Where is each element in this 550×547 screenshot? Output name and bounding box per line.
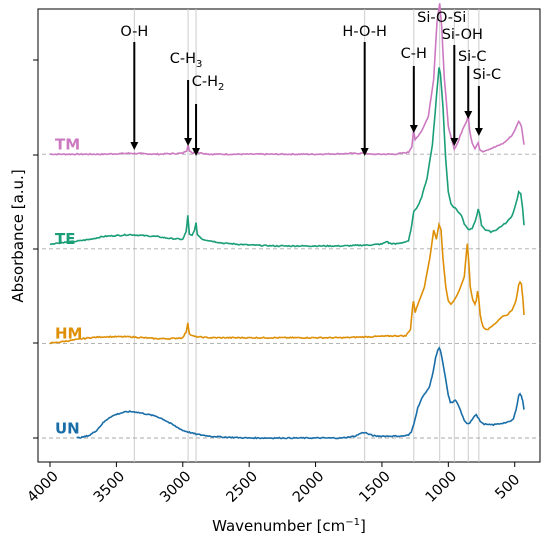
y-axis-ticks (33, 59, 38, 439)
x-tick-label: 2500 (224, 468, 261, 505)
annotation-label: O-H (120, 24, 148, 40)
x-tick-label: 3000 (157, 468, 194, 505)
annotation-label: Si-OH (442, 27, 483, 43)
x-tick-label: 4000 (24, 468, 61, 505)
x-tick-label: 1500 (356, 468, 393, 505)
annotation-arrowhead (474, 128, 483, 136)
annotation-label: Si-O-Si (417, 10, 466, 26)
series-labels: TM TE HM UN (55, 135, 82, 437)
series-label-hm: HM (55, 325, 82, 343)
annotation-arrowhead (130, 142, 139, 150)
y-axis-label: Absorbance [a.u.] (9, 169, 27, 302)
annotation-arrowhead (184, 138, 193, 146)
x-axis-label: Wavenumber [cm−1] (212, 517, 366, 535)
series-label-un: UN (55, 419, 80, 437)
annotation-label: Si-C (458, 49, 487, 65)
annotation-arrowhead (192, 148, 201, 156)
annotation-label: H-O-H (342, 24, 387, 40)
annotation-label: C-H2 (192, 74, 225, 93)
x-tick-label: 1000 (423, 468, 460, 505)
annotation-arrowhead (360, 148, 369, 156)
annotation-arrowhead (450, 138, 459, 146)
series-label-te: TE (55, 230, 75, 248)
x-tick-label: 2000 (290, 468, 327, 505)
annotation-arrowhead (464, 111, 473, 119)
annotation-label: C-H3 (170, 51, 203, 70)
spectra (49, 3, 525, 440)
annotation-arrowhead (409, 125, 418, 133)
x-tick-label: 500 (492, 472, 523, 503)
series-tm-line (49, 3, 525, 156)
series-label-tm: TM (55, 135, 80, 153)
series-un-line (76, 346, 525, 440)
annotation-label: C-H (401, 46, 427, 62)
x-tick-label: 3500 (91, 468, 128, 505)
x-axis-ticks: 4000 3500 3000 2500 2000 1500 1000 500 (24, 462, 523, 506)
annotation-label: Si-C (473, 67, 502, 83)
series-hm-line (49, 221, 525, 345)
series-te-line (49, 67, 525, 248)
